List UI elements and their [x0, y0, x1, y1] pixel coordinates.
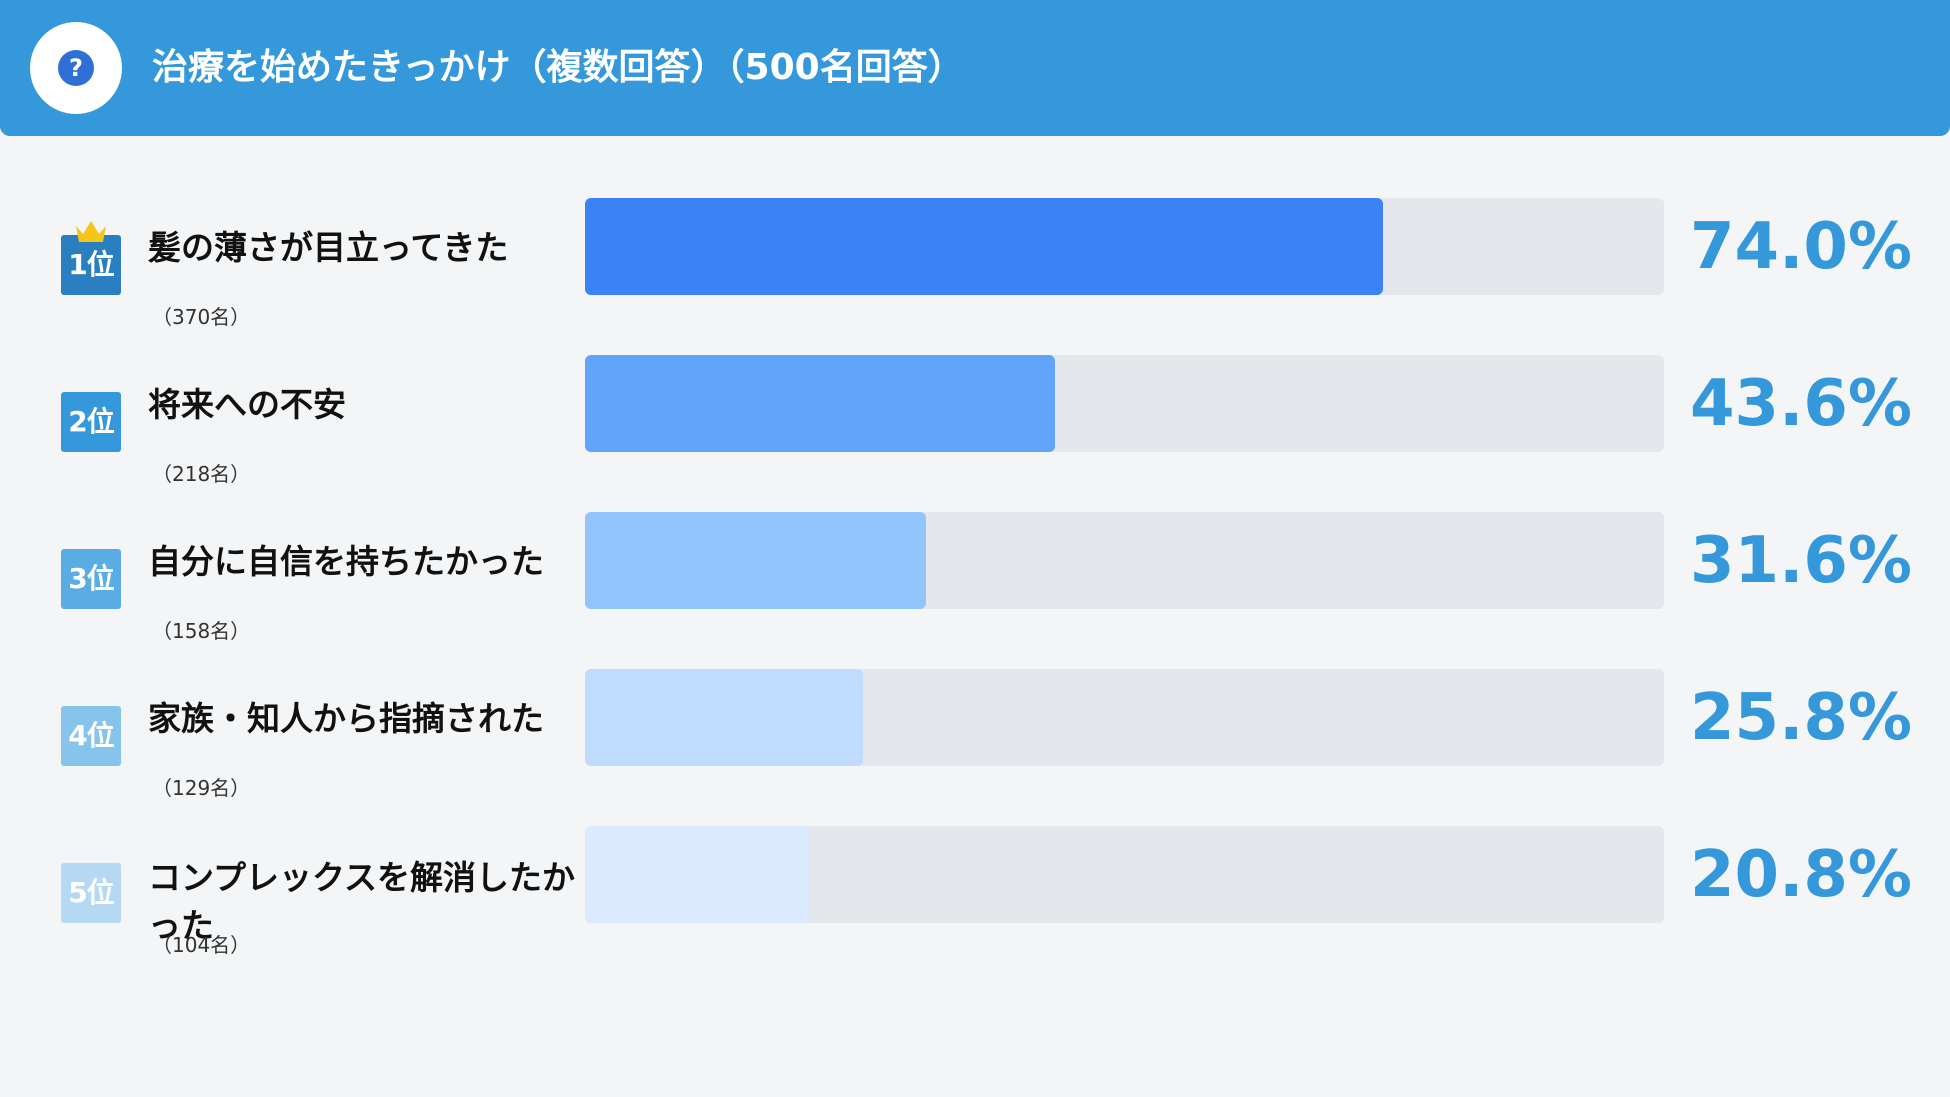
rank-badge: 5位: [61, 863, 121, 923]
bar-track: [585, 512, 1664, 609]
category-label: コンプレックスを解消したかった: [148, 858, 576, 945]
value-label: 43.6%: [1690, 367, 1913, 441]
bar: [585, 355, 1055, 452]
bar-track: [585, 669, 1664, 766]
category-label: 家族・知人から指摘された: [148, 699, 544, 738]
bar-track: [585, 355, 1664, 452]
page-title: 治療を始めたきっかけ（複数回答）（500名回答）: [152, 47, 964, 88]
rank-badge: 4位: [61, 706, 121, 766]
header-icon-badge: ?: [30, 22, 122, 114]
count-label: （218名）: [152, 462, 251, 486]
rank-badge: 3位: [61, 549, 121, 609]
rank-badge: 1位: [61, 235, 121, 295]
bar: [585, 512, 926, 609]
bar-track: [585, 826, 1664, 923]
value-label: 25.8%: [1690, 681, 1913, 755]
category-label: 自分に自信を持ちたかった: [148, 542, 544, 581]
crown-icon: [76, 221, 106, 242]
question-icon: ?: [58, 50, 94, 86]
category-label: 髪の薄さが目立ってきた: [148, 228, 509, 267]
bar: [585, 669, 863, 766]
bar: [585, 198, 1383, 295]
bar: [585, 826, 809, 923]
value-label: 20.8%: [1690, 838, 1913, 912]
count-label: （370名）: [152, 305, 251, 329]
count-label: （158名）: [152, 619, 251, 643]
category-label: 将来への不安: [148, 385, 346, 424]
bar-track: [585, 198, 1664, 295]
rank-badge: 2位: [61, 392, 121, 452]
count-label: （129名）: [152, 776, 251, 800]
count-label: （104名）: [152, 933, 251, 957]
value-label: 74.0%: [1690, 210, 1913, 284]
header-banner: ? 治療を始めたきっかけ（複数回答）（500名回答）: [0, 0, 1950, 136]
value-label: 31.6%: [1690, 524, 1913, 598]
